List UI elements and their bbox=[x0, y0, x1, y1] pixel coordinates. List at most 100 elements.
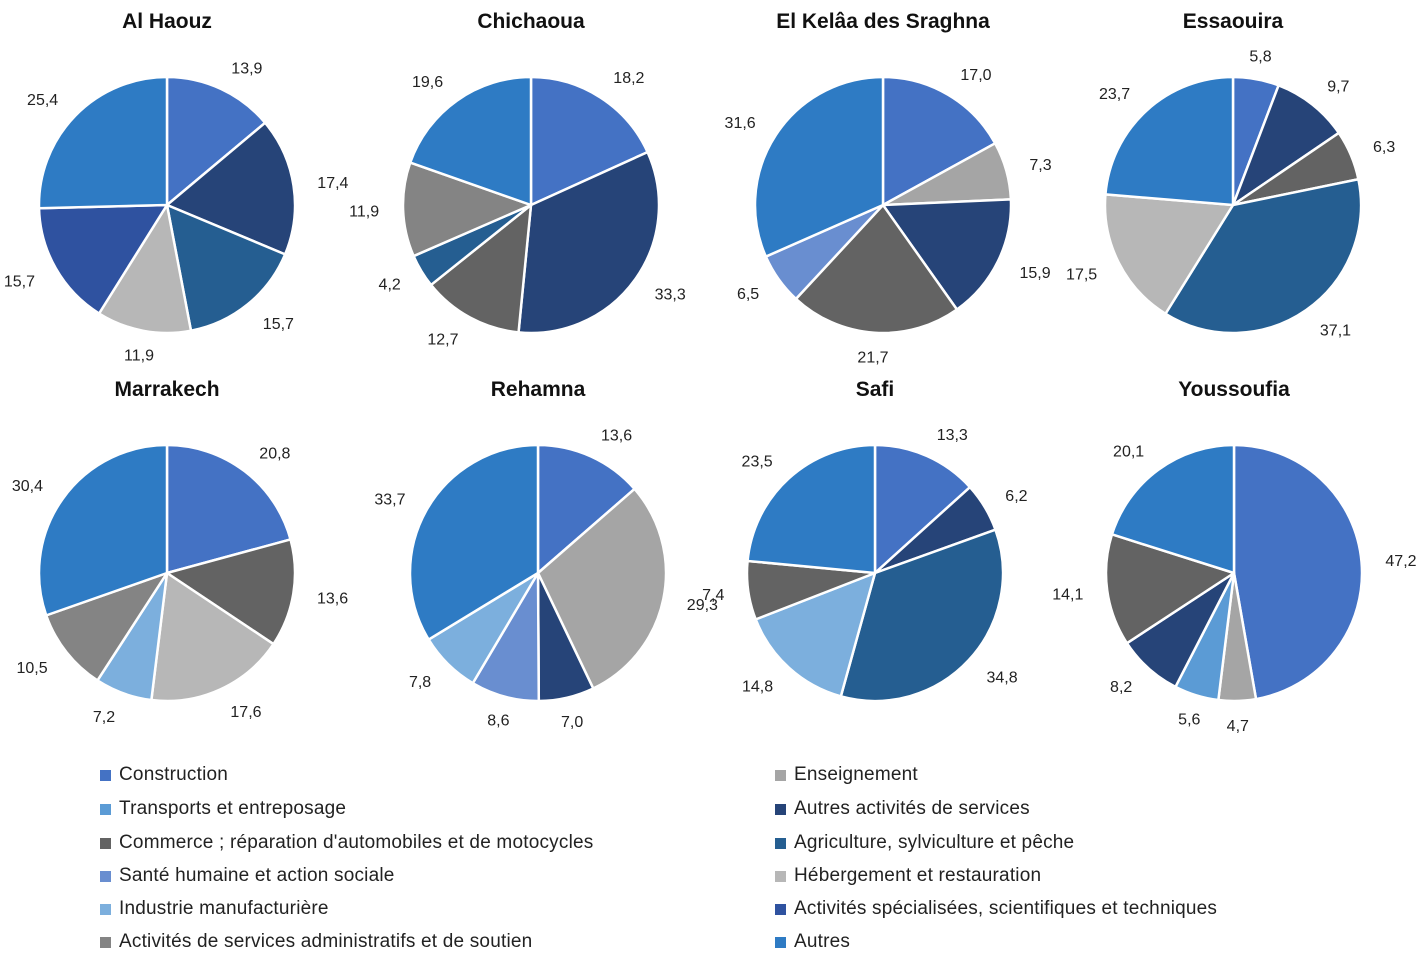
pie-slice-autres bbox=[37, 443, 169, 617]
legend-swatch bbox=[100, 870, 111, 882]
data-label: 17,6 bbox=[230, 704, 261, 721]
pie-slice-construction bbox=[165, 75, 267, 207]
data-label: 29,3 bbox=[687, 597, 718, 614]
pie-slice-autres bbox=[1110, 443, 1236, 575]
data-label: 7,8 bbox=[409, 674, 431, 691]
legend-item-agriculture: Agriculture, sylviculture et pêche bbox=[775, 832, 1074, 854]
legend-swatch bbox=[775, 803, 786, 815]
legend-label: Enseignement bbox=[794, 764, 918, 785]
data-label: 37,1 bbox=[1320, 323, 1351, 340]
legend-swatch bbox=[775, 870, 786, 882]
pie-slice-commerce-reparation-d-automobiles-et-de-motocycles bbox=[165, 538, 297, 646]
pie-slice-construction bbox=[536, 443, 636, 575]
legend-label: Commerce ; réparation d'automobiles et d… bbox=[119, 832, 594, 853]
chart-title: Youssoufia bbox=[1178, 378, 1290, 401]
data-label: 11,9 bbox=[124, 347, 154, 364]
data-label: 13,9 bbox=[231, 60, 262, 77]
chart-title: Safi bbox=[856, 378, 895, 401]
data-label: 23,7 bbox=[1099, 86, 1130, 103]
data-label: 13,3 bbox=[937, 427, 968, 444]
data-label: 11,9 bbox=[349, 204, 379, 221]
data-label: 6,3 bbox=[1373, 139, 1395, 156]
legend-label: Construction bbox=[119, 764, 229, 785]
pie-slice-hebergement-et-restauration bbox=[150, 571, 275, 703]
pie-slice-autres bbox=[1104, 75, 1235, 207]
legend-swatch bbox=[775, 837, 786, 849]
legend-item-transports: Transports et entreposage bbox=[100, 798, 346, 820]
data-label: 13,6 bbox=[601, 428, 632, 445]
legend-item-autres: Autres bbox=[775, 931, 850, 953]
data-label: 5,6 bbox=[1178, 711, 1200, 728]
pie-charts-grid: Al Haouz 13,9 17,4 15,7 11,9 15,7 25,4 Chichaou… bbox=[4, 10, 1417, 735]
data-label: 10,5 bbox=[16, 660, 47, 677]
legend-item-sante: Santé humaine et action sociale bbox=[100, 865, 395, 887]
pie-slice-activites-de-services-administratifs-et-de-soutien bbox=[44, 571, 169, 682]
pie-slice-agriculture-sylviculture-et-peche bbox=[839, 528, 1005, 703]
data-label: 7,3 bbox=[1029, 157, 1051, 174]
legend-label: Transports et entreposage bbox=[119, 798, 347, 819]
legend-label: Activités de services administratifs et … bbox=[119, 931, 533, 952]
data-label: 5,8 bbox=[1249, 49, 1271, 66]
pie-slice-agriculture-sylviculture-et-peche bbox=[165, 203, 287, 332]
data-label: 6,2 bbox=[1005, 488, 1027, 505]
pie-slice-commerce-reparation-d-automobiles-et-de-motocycles bbox=[794, 203, 959, 335]
legend-item-construction: Construction bbox=[100, 764, 228, 786]
legend-item-activites-specialisees: Activités spécialisées, scientifiques et… bbox=[775, 898, 1217, 920]
legend-label: Autres bbox=[794, 931, 851, 952]
data-label: 4,7 bbox=[1227, 718, 1249, 735]
legend-item-hebergement: Hébergement et restauration bbox=[775, 865, 1041, 887]
legend: Construction Enseignement Transports et … bbox=[0, 760, 1427, 953]
data-label: 19,6 bbox=[412, 74, 443, 91]
chart-title: Chichaoua bbox=[477, 10, 585, 33]
legend-swatch bbox=[100, 837, 111, 849]
data-label: 17,0 bbox=[960, 67, 991, 84]
data-label: 21,7 bbox=[857, 350, 888, 367]
pie-slice-autres bbox=[37, 75, 169, 210]
data-label: 15,7 bbox=[263, 316, 294, 333]
pie-chichaoua: Chichaoua 18,2 33,3 12,7 4,2 11,9 19,6 bbox=[349, 10, 686, 349]
data-label: 15,9 bbox=[1020, 265, 1051, 282]
pie-slice-commerce-reparation-d-automobiles-et-de-motocycles bbox=[429, 203, 533, 334]
pie-slice-hebergement-et-restauration bbox=[97, 203, 193, 335]
pie-youssoufia: Youssoufia 47,2 4,7 5,6 8,2 14,1 20,1 bbox=[1052, 378, 1416, 735]
chart-title: Essaouira bbox=[1183, 10, 1284, 33]
pie-slice-industrie-manufacturiere bbox=[754, 571, 877, 698]
pie-slice-autres bbox=[746, 443, 877, 575]
data-label: 34,8 bbox=[987, 669, 1018, 686]
data-label: 30,4 bbox=[12, 478, 43, 495]
data-label: 9,7 bbox=[1327, 79, 1349, 96]
pie-slice-autres bbox=[753, 75, 885, 258]
data-label: 15,7 bbox=[4, 273, 35, 290]
pie-rehamna: Rehamna 13,6 29,3 7,0 8,6 7,8 33,7 bbox=[374, 378, 718, 731]
legend-label: Hébergement et restauration bbox=[794, 865, 1042, 886]
pie-slice-construction bbox=[1232, 443, 1364, 701]
legend-label: Agriculture, sylviculture et pêche bbox=[794, 832, 1075, 853]
pie-slice-construction bbox=[873, 443, 972, 575]
pie-el-kelaa-des-sraghna: El Kelâa des Sraghna 17,0 7,3 15,9 21,7 6,5 31… bbox=[725, 10, 1052, 367]
legend-swatch bbox=[100, 936, 111, 948]
pie-safi: Safi 13,3 6,2 34,8 14,8 7,4 23,5 bbox=[702, 378, 1028, 703]
legend-item-commerce: Commerce ; réparation d'automobiles et d… bbox=[100, 832, 593, 854]
data-label: 18,2 bbox=[613, 70, 644, 87]
legend-label: Santé humaine et action sociale bbox=[119, 865, 395, 886]
data-label: 14,1 bbox=[1052, 587, 1083, 604]
chart-title: Rehamna bbox=[491, 378, 586, 401]
data-label: 33,3 bbox=[655, 287, 686, 304]
data-label: 20,8 bbox=[259, 445, 290, 462]
data-label: 7,0 bbox=[561, 714, 583, 731]
pie-slice-construction bbox=[881, 75, 997, 207]
legend-label: Autres activités de services bbox=[794, 798, 1030, 819]
data-label: 17,5 bbox=[1066, 266, 1097, 283]
data-label: 13,6 bbox=[317, 591, 348, 608]
legend-swatch bbox=[100, 903, 111, 915]
data-label: 33,7 bbox=[374, 492, 405, 509]
chart-title: Marrakech bbox=[114, 378, 219, 401]
pie-slice-autres-activites-de-services bbox=[881, 198, 1013, 311]
data-label: 6,5 bbox=[737, 286, 759, 303]
pie-slice-activites-specialisees-scientifiques-et-techniques bbox=[37, 203, 169, 315]
data-label: 7,2 bbox=[93, 709, 115, 726]
pie-slice-hebergement-et-restauration bbox=[1103, 193, 1235, 315]
legend-item-industrie: Industrie manufacturière bbox=[100, 898, 329, 920]
pie-slice-autres bbox=[408, 443, 540, 641]
legend-item-enseignement: Enseignement bbox=[775, 764, 918, 786]
